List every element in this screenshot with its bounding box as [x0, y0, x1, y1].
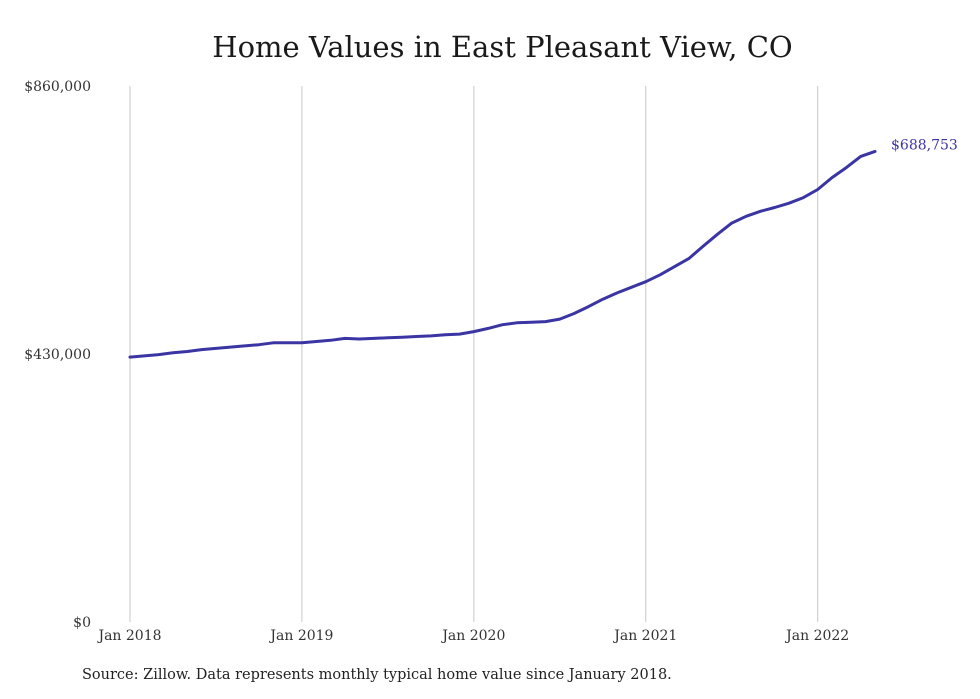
x-axis-ticks: Jan 2018 Jan 2019 Jan 2020 Jan 2021 Jan 2022 [96, 628, 849, 644]
series-line [128, 149, 877, 359]
x-tick-label: Jan 2018 [96, 628, 161, 644]
end-value-label-group: $688,753 [891, 137, 958, 153]
x-tick-label: Jan 2022 [784, 628, 849, 644]
x-tick-label: Jan 2021 [612, 628, 677, 644]
x-tick-label: Jan 2019 [268, 628, 333, 644]
y-tick-label: $430,000 [24, 347, 91, 363]
vertical-gridlines [129, 86, 819, 622]
y-axis-ticks: $0 $430,000 $860,000 [24, 79, 91, 631]
source-note: Source: Zillow. Data represents monthly … [82, 667, 672, 683]
y-tick-label: $0 [73, 615, 91, 631]
end-value-label: $688,753 [891, 137, 958, 153]
series-layer [128, 149, 877, 359]
x-tick-label: Jan 2020 [440, 628, 505, 644]
y-tick-label: $860,000 [24, 79, 91, 95]
chart-title: Home Values in East Pleasant View, CO [212, 30, 793, 64]
